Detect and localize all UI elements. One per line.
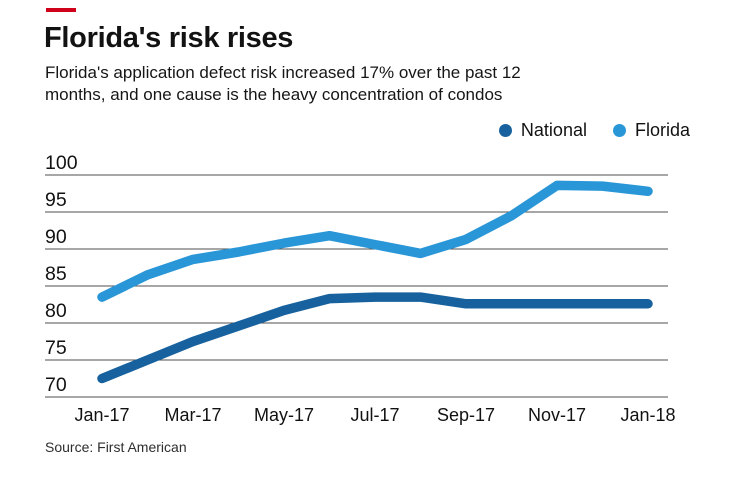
national-series-dot-icon	[498, 124, 512, 137]
series-line-national	[97, 292, 653, 384]
y-axis-tick-label-95: 95	[45, 189, 67, 211]
x-axis-tick-label-Mar-17: Mar-17	[164, 405, 221, 425]
florida-series-dot-icon	[612, 124, 626, 137]
brand-accent-dash	[46, 8, 76, 12]
source-attribution: Source: First American	[45, 439, 187, 455]
x-axis-tick-label-Jul-17: Jul-17	[350, 405, 399, 425]
x-axis-tick-label-Nov-17: Nov-17	[528, 405, 586, 425]
chart-subtitle: Florida's application defect risk increa…	[45, 62, 521, 106]
y-axis-tick-label-80: 80	[45, 300, 67, 322]
series-line-florida	[97, 180, 653, 302]
legend-label-national: National	[520, 120, 587, 140]
chart-subtitle-line2: months, and one cause is the heavy conce…	[45, 85, 503, 104]
legend-item-national: National	[498, 120, 587, 141]
x-axis-tick-label-Sep-17: Sep-17	[437, 405, 495, 425]
legend-label-florida: Florida	[634, 120, 690, 140]
x-axis-tick-label-Jan-17: Jan-17	[74, 405, 129, 425]
legend-item-florida: Florida	[612, 120, 690, 141]
y-axis-tick-label-90: 90	[45, 226, 67, 248]
y-axis-tick-label-70: 70	[45, 374, 67, 396]
chart-subtitle-line1: Florida's application defect risk increa…	[45, 63, 521, 82]
y-axis-tick-label-75: 75	[45, 337, 67, 359]
y-axis-tick-label-100: 100	[45, 152, 78, 174]
x-axis-tick-label-Jan-18: Jan-18	[620, 405, 675, 425]
x-axis-tick-label-May-17: May-17	[254, 405, 314, 425]
y-axis-tick-label-85: 85	[45, 263, 67, 285]
chart-legend: National Florida	[498, 120, 690, 141]
chart-title: Florida's risk rises	[44, 22, 294, 54]
